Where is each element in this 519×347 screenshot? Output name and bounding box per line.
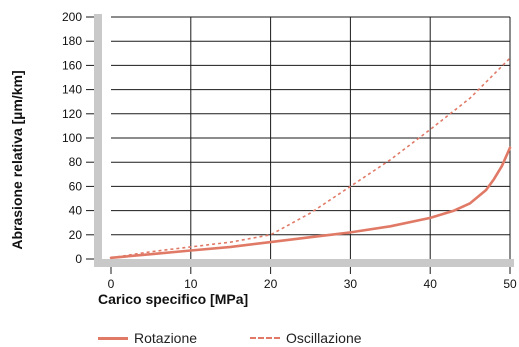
y-tick-label: 80	[69, 155, 83, 169]
legend: Rotazione Oscillazione	[98, 330, 415, 346]
legend-item-oscillazione: Oscillazione	[250, 330, 362, 346]
y-tick-label: 0	[75, 252, 82, 266]
y-tick-label: 40	[69, 204, 83, 218]
x-axis-title: Carico specifico [MPa]	[98, 291, 248, 307]
legend-label-rotazione: Rotazione	[134, 330, 198, 346]
x-tick-label: 30	[344, 277, 358, 291]
x-tick-label: 0	[108, 277, 115, 291]
legend-label-oscillazione: Oscillazione	[286, 330, 362, 346]
legend-item-rotazione: Rotazione	[98, 330, 197, 346]
y-tick-label: 60	[69, 179, 83, 193]
series-line-rotazione	[109, 146, 512, 260]
y-axis-bar	[94, 14, 102, 259]
y-tick-label: 160	[62, 58, 82, 72]
y-tick-label: 140	[62, 83, 82, 97]
y-tick-label: 200	[62, 10, 82, 24]
y-tick-label: 20	[69, 228, 83, 242]
x-tick-label: 10	[184, 277, 198, 291]
x-tick-label: 50	[503, 277, 517, 291]
grid	[111, 16, 511, 259]
y-ticks: 0 20 40 60 80 100 120 140 160 180 200	[62, 10, 94, 266]
series-line-oscillazione	[110, 57, 511, 259]
series-lines	[109, 57, 512, 260]
x-tick-label: 40	[424, 277, 438, 291]
y-tick-label: 180	[62, 34, 82, 48]
y-tick-label: 120	[62, 107, 82, 121]
legend-swatch-solid	[98, 336, 128, 340]
axes	[94, 14, 514, 267]
x-axis-bar	[94, 259, 514, 267]
x-ticks: 0 10 20 30 40 50	[108, 267, 517, 291]
x-tick-label: 20	[264, 277, 278, 291]
y-axis-title: Abrasione relativa [µm/km]	[9, 70, 25, 249]
y-tick-label: 100	[62, 131, 82, 145]
legend-swatch-dashed	[250, 337, 281, 339]
